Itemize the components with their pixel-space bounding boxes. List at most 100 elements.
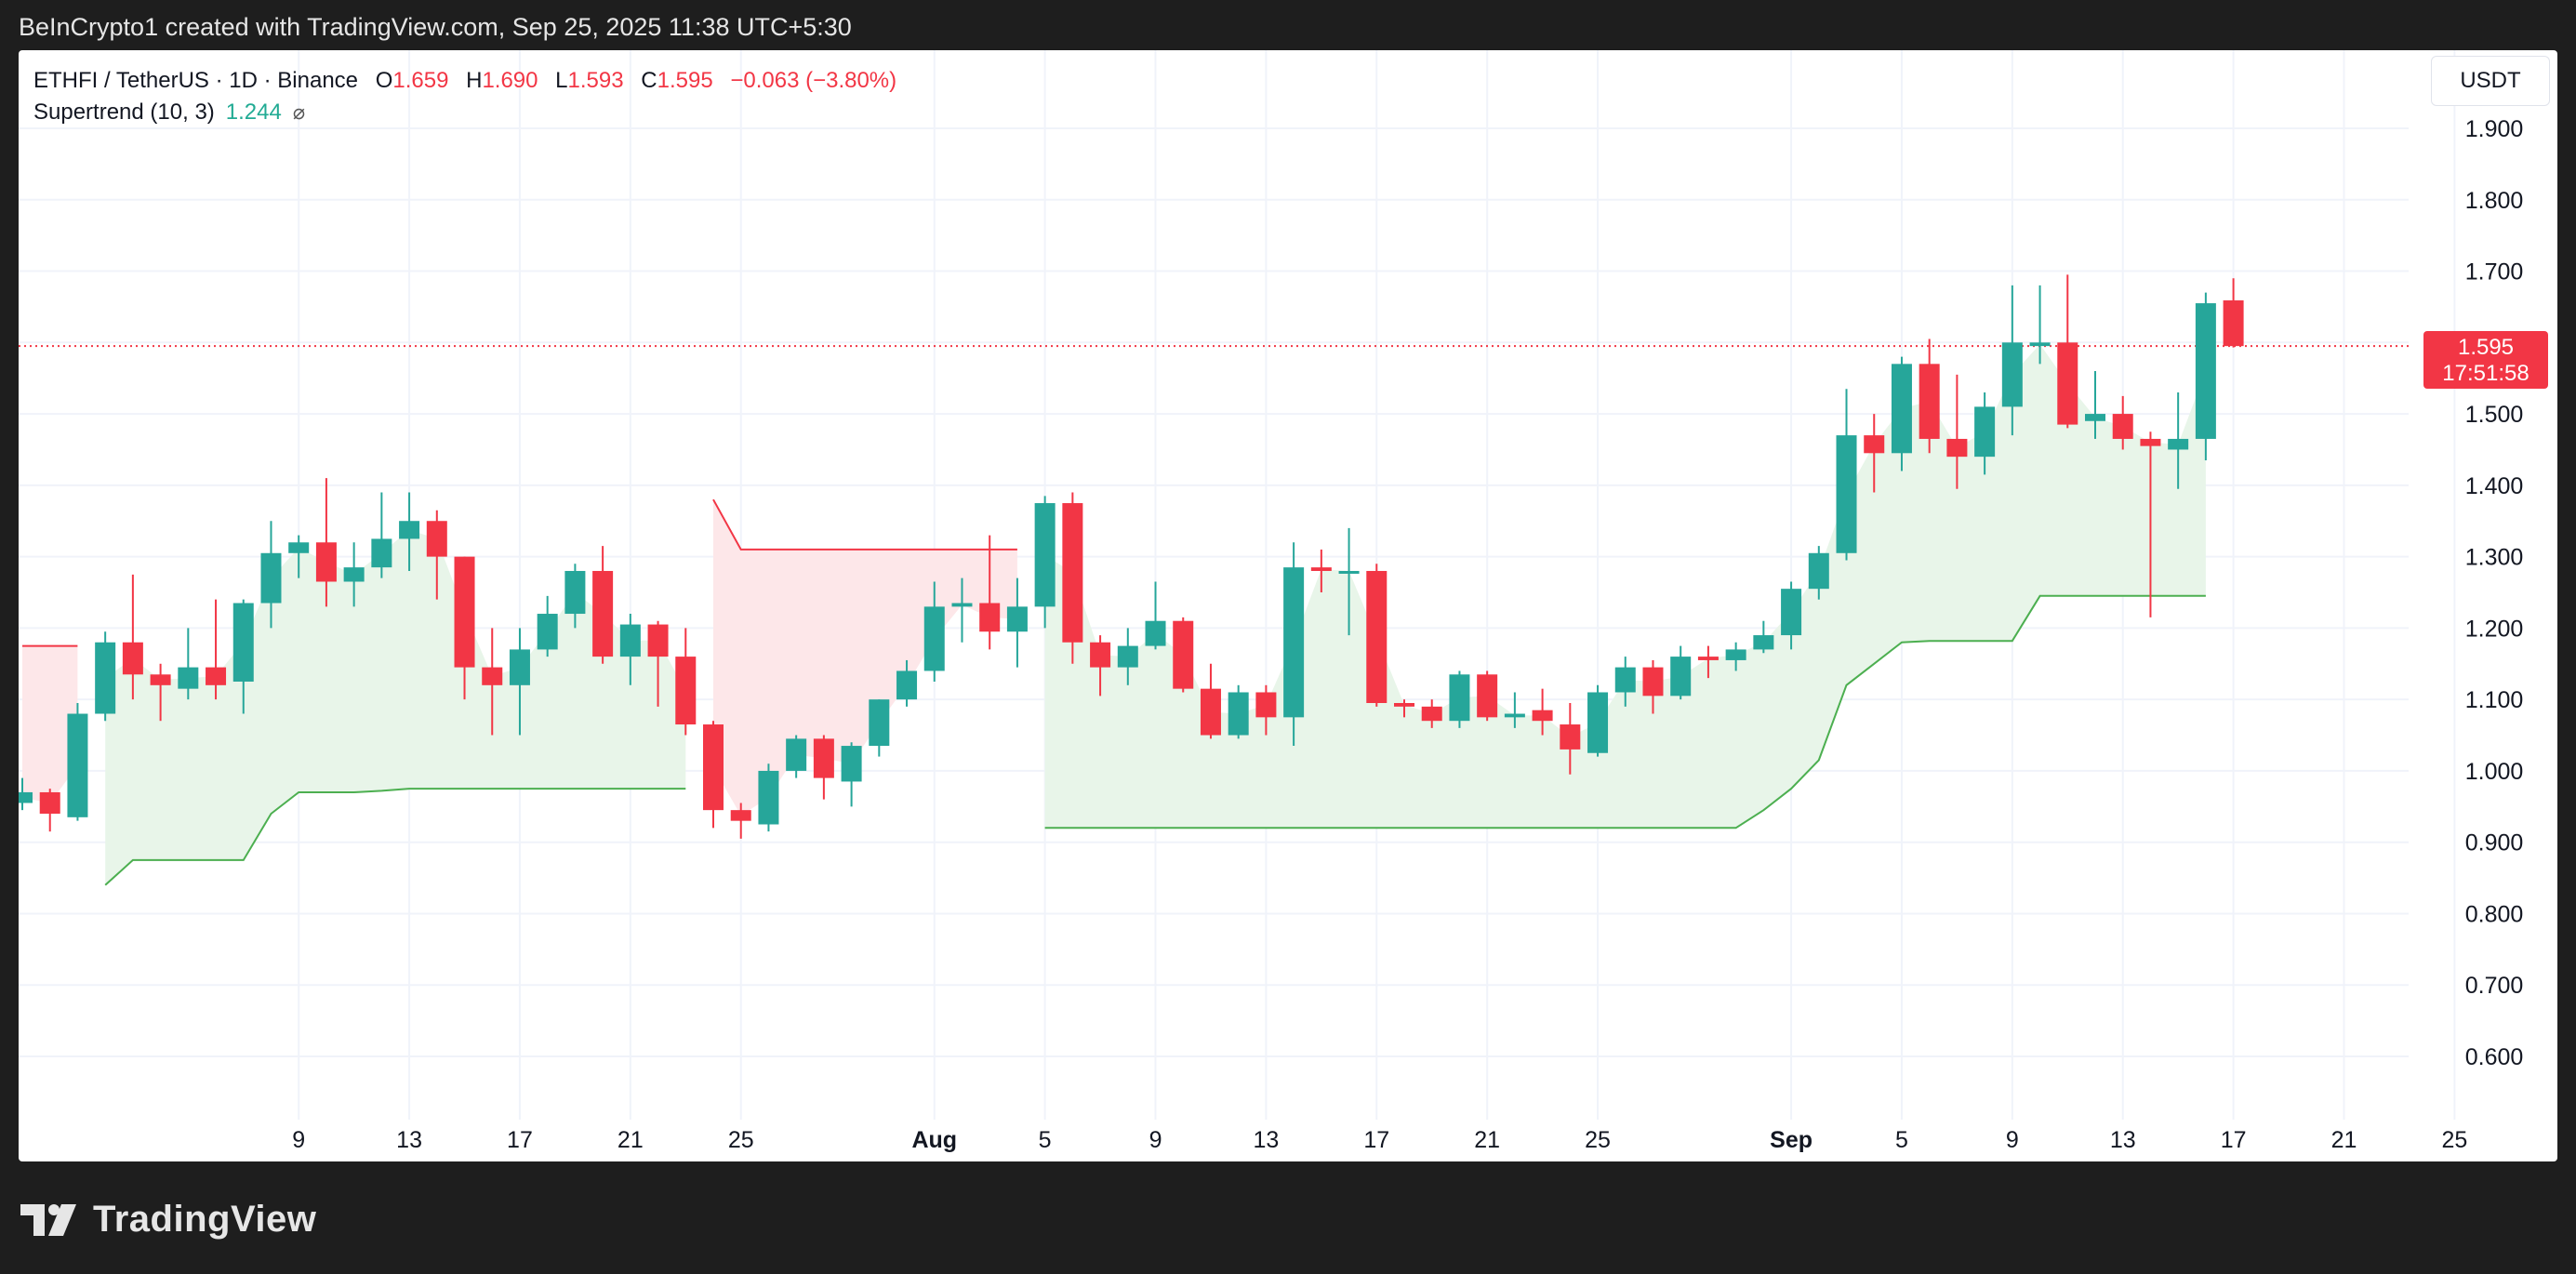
candle[interactable] [647, 620, 669, 707]
candle[interactable] [1642, 659, 1664, 714]
candle[interactable] [758, 763, 779, 832]
candle[interactable] [2140, 431, 2161, 617]
candle[interactable] [1255, 684, 1277, 736]
candle[interactable] [1173, 617, 1194, 693]
candle[interactable] [1697, 645, 1719, 679]
candle[interactable] [2168, 392, 2189, 489]
candle[interactable] [786, 735, 807, 778]
candle-body [537, 614, 558, 650]
candle[interactable] [1034, 496, 1056, 629]
hidden-eye-icon[interactable]: ⌀ [292, 100, 306, 124]
candlestick-chart[interactable]: 1.9001.8001.7001.6001.5001.4001.3001.200… [19, 50, 2557, 1161]
candle[interactable] [841, 742, 862, 807]
candle[interactable] [95, 631, 116, 722]
close-label: C [641, 68, 657, 93]
candle[interactable] [1062, 492, 1083, 664]
candle[interactable] [1781, 581, 1802, 650]
candle[interactable] [619, 614, 641, 685]
candle[interactable] [537, 595, 558, 657]
candle[interactable] [1200, 663, 1221, 739]
candle[interactable] [1145, 581, 1166, 650]
candle[interactable] [1864, 414, 1885, 493]
price-axis[interactable]: 1.9001.8001.7001.6001.5001.4001.3001.200… [2465, 116, 2524, 1070]
candle[interactable] [1670, 645, 1692, 700]
candle[interactable] [592, 546, 614, 664]
candle[interactable] [1560, 702, 1581, 775]
candle[interactable] [813, 735, 834, 800]
candle[interactable] [1117, 628, 1138, 685]
candle[interactable] [343, 542, 365, 607]
candle[interactable] [2029, 285, 2051, 365]
candle[interactable] [869, 699, 890, 757]
candle[interactable] [67, 702, 88, 821]
candle[interactable] [2057, 274, 2078, 429]
candle[interactable] [399, 492, 420, 571]
price-tick-label: 1.000 [2465, 759, 2524, 785]
time-axis[interactable]: 913172125Aug5913172125Sep5913172125Oct [292, 1127, 2557, 1153]
candle[interactable] [564, 564, 586, 629]
candle[interactable] [1394, 699, 1414, 718]
candle[interactable] [1283, 542, 1305, 747]
candle[interactable] [1090, 635, 1111, 697]
candle[interactable] [1338, 527, 1360, 636]
candle[interactable] [371, 492, 392, 578]
chart-panel[interactable]: 1.9001.8001.7001.6001.5001.4001.3001.200… [19, 50, 2557, 1161]
candle[interactable] [1753, 620, 1774, 654]
candle[interactable] [1449, 670, 1470, 728]
candles[interactable] [19, 274, 2244, 839]
candle[interactable] [1228, 684, 1249, 739]
candle[interactable] [232, 599, 254, 714]
candle[interactable] [1891, 356, 1912, 471]
candle[interactable] [896, 659, 918, 707]
candle[interactable] [2112, 395, 2133, 450]
candle[interactable] [2001, 285, 2023, 436]
candle[interactable] [1614, 657, 1636, 707]
candle[interactable] [1587, 684, 1609, 757]
candle[interactable] [260, 521, 282, 629]
candle[interactable] [206, 599, 227, 700]
candle[interactable] [1532, 688, 1553, 736]
candle[interactable] [730, 803, 751, 839]
candle[interactable] [315, 478, 337, 607]
top-bar: BeInCrypto1 created with TradingView.com… [0, 0, 2576, 50]
candle[interactable] [1421, 699, 1442, 728]
candle[interactable] [509, 628, 530, 736]
candle[interactable] [951, 577, 973, 643]
candle[interactable] [923, 581, 945, 682]
currency-selector[interactable]: USDT [2431, 56, 2550, 106]
candle[interactable] [1808, 546, 1829, 600]
candle[interactable] [703, 721, 724, 829]
supertrend-line-up [104, 788, 686, 886]
candle[interactable] [482, 628, 503, 736]
candle[interactable] [19, 777, 33, 811]
candle[interactable] [1946, 374, 1968, 489]
candle[interactable] [979, 535, 1001, 650]
candle[interactable] [122, 574, 143, 700]
indicator-row[interactable]: Supertrend (10, 3) 1.244 ⌀ [33, 97, 896, 128]
indicator-name[interactable]: Supertrend (10, 3) [33, 100, 215, 125]
price-tick-label: 1.800 [2465, 188, 2524, 214]
candle[interactable] [1504, 692, 1525, 728]
candle[interactable] [1974, 392, 1996, 475]
candle[interactable] [1310, 549, 1332, 593]
candle[interactable] [1477, 670, 1498, 722]
candle[interactable] [675, 628, 697, 736]
candle[interactable] [39, 789, 60, 832]
symbol-info[interactable]: ETHFI / TetherUS · 1D · Binance [33, 68, 359, 93]
candle[interactable] [150, 663, 171, 722]
candle[interactable] [454, 556, 475, 700]
candle[interactable] [1836, 389, 1857, 561]
candle[interactable] [178, 628, 199, 700]
candle-body [2140, 438, 2161, 446]
candle[interactable] [2223, 278, 2244, 348]
candle[interactable] [1366, 564, 1388, 707]
candle[interactable] [1919, 338, 1940, 454]
candle[interactable] [2085, 371, 2105, 439]
candle[interactable] [1006, 577, 1028, 668]
candle[interactable] [288, 535, 310, 578]
candle[interactable] [2195, 292, 2216, 460]
tradingview-logo[interactable]: TradingView [20, 1199, 316, 1241]
candle[interactable] [1725, 642, 1746, 671]
supertrend-fill-up [105, 529, 686, 885]
candle[interactable] [426, 510, 447, 600]
